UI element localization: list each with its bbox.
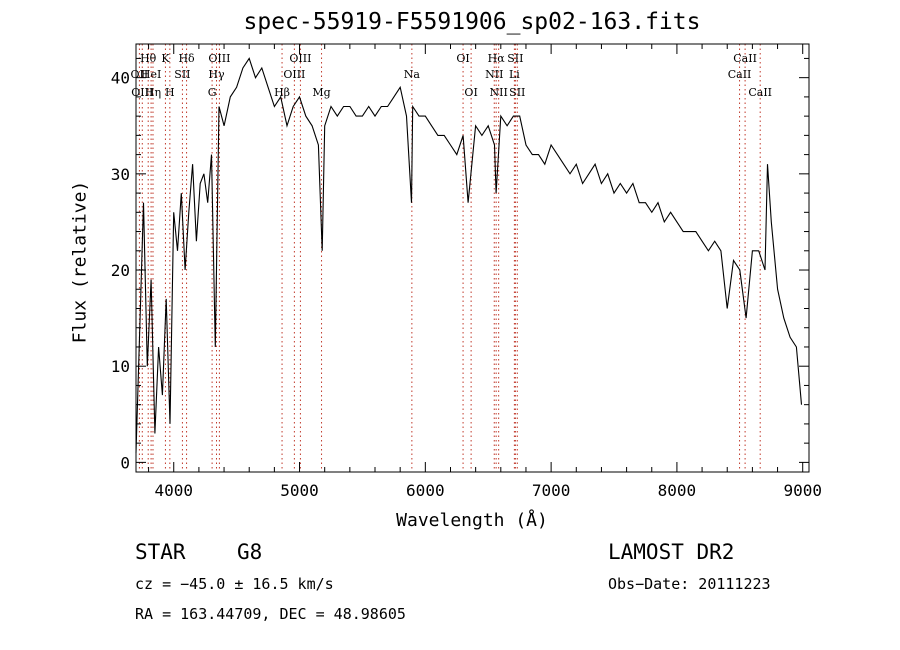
line-marker-label: CaII: [728, 68, 752, 81]
x-tick-label: 9000: [783, 481, 822, 500]
line-marker-label: Hα: [488, 52, 506, 65]
plot-frame: [135, 43, 810, 473]
sky-coordinates: RA = 163.44709, DEC = 48.98605: [135, 605, 406, 623]
line-marker-label: NII: [490, 86, 508, 99]
line-marker-label: G: [208, 86, 217, 99]
line-marker-label: SII: [507, 52, 523, 65]
object-subclass: G8: [237, 540, 263, 564]
line-marker-label: OI: [464, 86, 477, 99]
redshift-velocity: cz = −45.0 ± 16.5 km/s: [135, 575, 334, 593]
y-tick-label: 40: [111, 69, 130, 88]
x-tick-label: 4000: [154, 481, 193, 500]
line-marker-label: H: [165, 86, 175, 99]
y-tick-label: 10: [111, 357, 130, 376]
line-marker-label: CaII: [733, 52, 757, 65]
line-marker-label: SII: [509, 86, 525, 99]
line-marker-label: Li: [509, 68, 520, 81]
y-tick-label: 20: [111, 261, 130, 280]
x-tick-label: 6000: [406, 481, 445, 500]
y-axis-label: Flux (relative): [69, 180, 91, 344]
survey-name: LAMOST DR2: [608, 540, 735, 564]
x-tick-label: 7000: [532, 481, 571, 500]
line-marker-label: OIII: [283, 68, 305, 81]
line-marker-label: OIII: [208, 52, 230, 65]
observation-date: Obs−Date: 20111223: [608, 575, 771, 593]
line-marker-label: Hθ: [140, 52, 157, 65]
line-marker-label: OI: [456, 52, 469, 65]
spectrum-line: [135, 57, 803, 453]
line-marker-label: Hη: [145, 86, 161, 99]
object-class: STAR: [135, 540, 186, 564]
line-marker-label: OIII: [289, 52, 311, 65]
line-marker-label: SII: [174, 68, 190, 81]
x-tick-label: 8000: [658, 481, 697, 500]
chart-title: spec-55919-F5591906_sp02-163.fits: [243, 9, 701, 35]
x-axis-label: Wavelength (Å): [396, 510, 548, 531]
line-marker-label: K: [161, 52, 170, 65]
line-marker-label: Hβ: [274, 86, 290, 99]
line-marker-lines: [138, 44, 761, 472]
line-marker-label: OIII: [131, 86, 153, 99]
line-marker-label: NII: [485, 68, 503, 81]
line-marker-label: CaII: [748, 86, 772, 99]
line-marker-label: Hδ: [178, 52, 195, 65]
y-tick-label: 30: [111, 165, 130, 184]
line-marker-label: HeI: [141, 68, 161, 81]
line-marker-label: Na: [404, 68, 421, 81]
x-axis-ticks: 4000 5000 6000 7000 8000 9000: [148, 44, 822, 500]
y-axis-ticks: 0 10 20 30 40: [111, 57, 809, 472]
line-marker-label: Mg: [312, 86, 330, 99]
x-tick-label: 5000: [280, 481, 319, 500]
line-marker-label: Hγ: [208, 68, 225, 81]
y-tick-label: 0: [120, 453, 130, 472]
